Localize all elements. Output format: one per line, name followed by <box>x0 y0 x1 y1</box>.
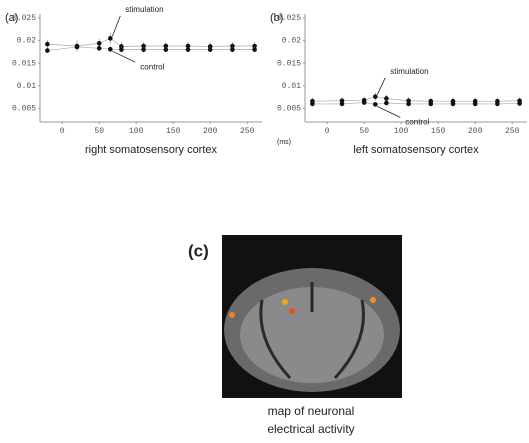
x-tick-label: 100 <box>129 127 144 136</box>
x-axis-label: right somatosensory cortex <box>85 144 218 156</box>
activity-spot <box>229 312 235 318</box>
activity-spot <box>282 299 288 305</box>
y-tick-label: 0.01 <box>17 82 36 91</box>
point <box>340 102 345 107</box>
annotation-arrow <box>377 106 400 117</box>
y-tick-label: 0.025 <box>277 14 301 23</box>
x-tick-label: 0 <box>325 127 330 136</box>
x-unit: (ms) <box>277 139 291 146</box>
annotation-arrow <box>112 16 120 36</box>
legend-annotation: control <box>405 117 429 126</box>
y-tick-label: 0.01 <box>282 82 301 91</box>
point <box>208 47 213 52</box>
point <box>406 102 411 107</box>
x-tick-label: 150 <box>431 127 446 136</box>
activity-spot <box>289 308 295 314</box>
point <box>108 47 113 52</box>
caption: map of neuronal <box>268 404 355 418</box>
point <box>45 48 50 53</box>
x-axis-label: left somatosensory cortex <box>353 144 479 156</box>
x-tick-label: 250 <box>505 127 520 136</box>
point <box>119 47 124 52</box>
point <box>97 46 102 51</box>
y-tick-label: 0.025 <box>12 14 36 23</box>
activity-spot <box>370 297 376 303</box>
y-tick-label: 0.015 <box>277 59 301 68</box>
point <box>373 94 378 99</box>
point <box>384 96 389 101</box>
x-tick-label: 0 <box>60 127 65 136</box>
legend-annotation: control <box>140 62 164 71</box>
panel-label: (c) <box>188 241 209 260</box>
point <box>75 45 80 50</box>
y-tick-label: 0.005 <box>12 105 36 114</box>
point <box>429 102 434 107</box>
point <box>310 102 315 107</box>
point <box>141 47 146 52</box>
caption: electrical activity <box>267 422 354 436</box>
y-tick-label: 0.005 <box>277 105 301 114</box>
y-tick-label: 0.02 <box>17 37 36 46</box>
x-tick-label: 200 <box>468 127 483 136</box>
point <box>186 47 191 52</box>
annotation-arrow <box>112 51 135 62</box>
point <box>230 47 235 52</box>
annotation-arrow <box>377 78 385 95</box>
legend-annotation: stimulation <box>390 67 428 76</box>
point <box>108 36 113 41</box>
legend-annotation: stimulation <box>125 5 163 14</box>
point <box>373 102 378 107</box>
point <box>384 101 389 106</box>
point <box>45 42 50 47</box>
point <box>362 100 367 105</box>
x-tick-label: 100 <box>394 127 409 136</box>
point <box>517 101 522 106</box>
x-tick-label: 200 <box>203 127 218 136</box>
x-tick-label: 50 <box>94 127 104 136</box>
y-tick-label: 0.02 <box>282 37 301 46</box>
y-tick-label: 0.015 <box>12 59 36 68</box>
x-tick-label: 50 <box>359 127 369 136</box>
point <box>473 102 478 107</box>
page: (c) map of neuronal electrical activity … <box>0 0 529 443</box>
point <box>451 102 456 107</box>
x-tick-label: 150 <box>166 127 181 136</box>
point <box>495 102 500 107</box>
x-tick-label: 250 <box>240 127 255 136</box>
point <box>252 47 257 52</box>
point <box>97 41 102 46</box>
point <box>164 47 169 52</box>
figure: (c) map of neuronal electrical activity … <box>0 0 529 443</box>
